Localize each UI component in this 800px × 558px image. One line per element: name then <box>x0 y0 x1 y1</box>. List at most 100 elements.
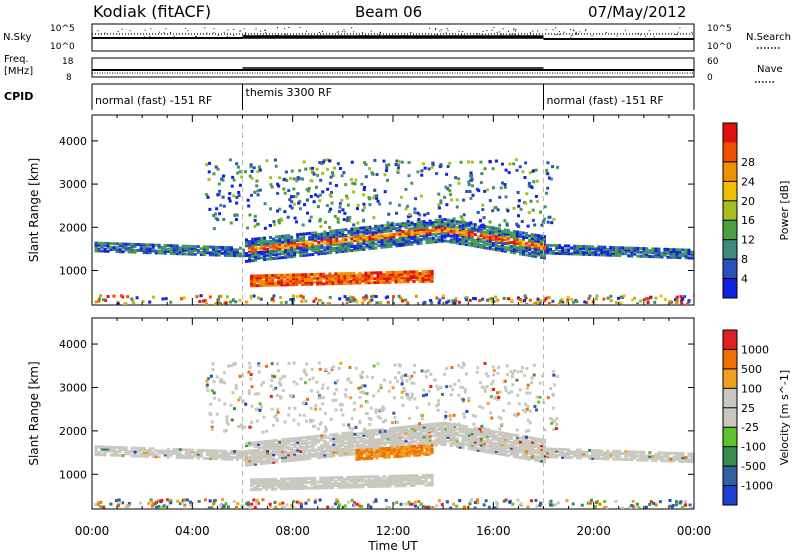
heatmap-cell <box>95 242 98 245</box>
heatmap-cell <box>373 475 376 478</box>
heatmap-cell <box>255 180 258 183</box>
noise-dot <box>473 37 474 38</box>
heatmap-cell <box>257 193 260 196</box>
heatmap-cell <box>489 236 492 239</box>
heatmap-cell <box>271 478 274 481</box>
heatmap-cell <box>341 413 344 416</box>
heatmap-cell <box>302 440 305 443</box>
heatmap-cell <box>522 232 525 235</box>
heatmap-cell <box>236 172 239 175</box>
heatmap-cell <box>414 197 417 200</box>
heatmap-cell <box>245 252 248 255</box>
heatmap-cell <box>320 244 323 247</box>
nave-label: Nave <box>757 64 783 75</box>
heatmap-cell <box>408 161 411 164</box>
heatmap-cell <box>289 177 292 180</box>
heatmap-cell <box>275 443 278 446</box>
heatmap-cell <box>155 453 158 456</box>
heatmap-cell <box>672 452 675 455</box>
heatmap-cell <box>435 438 438 441</box>
heatmap-cell <box>251 441 254 444</box>
heatmap-cell <box>540 460 543 463</box>
heatmap-cell <box>233 456 236 459</box>
heatmap-cell <box>582 451 585 454</box>
heatmap-cell <box>474 427 477 430</box>
heatmap-cell <box>303 160 306 163</box>
heatmap-cell <box>454 176 457 179</box>
heatmap-cell <box>510 441 513 444</box>
heatmap-cell <box>450 442 453 445</box>
heatmap-cell <box>179 246 182 249</box>
noise-dot <box>579 31 580 32</box>
heatmap-cell <box>137 447 140 450</box>
heatmap-cell <box>522 235 525 238</box>
heatmap-cell <box>506 373 509 376</box>
heatmap-cell <box>366 226 369 229</box>
heatmap-cell <box>98 451 101 454</box>
heatmap-cell <box>313 273 316 276</box>
heatmap-cell <box>350 228 353 231</box>
heatmap-cell <box>510 241 513 244</box>
heatmap-cell <box>290 447 293 450</box>
heatmap-cell <box>146 243 149 246</box>
heatmap-cell <box>260 406 263 409</box>
heatmap-cell <box>528 211 531 214</box>
heatmap-cell <box>113 242 116 245</box>
heatmap-cell <box>413 207 416 210</box>
heatmap-cell <box>362 203 365 206</box>
heatmap-cell <box>308 445 311 448</box>
noise-dot <box>322 31 323 32</box>
heatmap-cell <box>265 274 268 277</box>
heatmap-cell <box>311 453 314 456</box>
heatmap-cell <box>559 300 562 303</box>
heatmap-cell <box>445 173 448 176</box>
heatmap-cell <box>660 252 663 255</box>
heatmap-cell <box>477 430 480 433</box>
heatmap-cell <box>329 433 332 436</box>
heatmap-cell <box>256 223 259 226</box>
heatmap-cell <box>507 433 510 436</box>
heatmap-cell <box>268 274 271 277</box>
heatmap-cell <box>507 444 510 447</box>
heatmap-cell <box>486 225 489 228</box>
heatmap-cell <box>218 246 221 249</box>
heatmap-cell <box>269 451 272 454</box>
heatmap-cell <box>521 220 524 223</box>
heatmap-cell <box>257 237 260 240</box>
heatmap-cell <box>492 365 495 368</box>
heatmap-cell <box>493 369 496 372</box>
heatmap-cell <box>251 449 254 452</box>
heatmap-cell <box>506 224 509 227</box>
heatmap-cell <box>485 372 488 375</box>
heatmap-cell <box>143 447 146 450</box>
noise-dot <box>462 31 463 32</box>
heatmap-cell <box>258 409 261 412</box>
heatmap-cell <box>259 402 262 405</box>
heatmap-cell <box>107 446 110 449</box>
heatmap-cell <box>533 373 536 376</box>
heatmap-cell <box>119 446 122 449</box>
heatmap-cell <box>356 432 359 435</box>
heatmap-cell <box>450 393 453 396</box>
heatmap-cell <box>276 408 279 411</box>
heatmap-cell <box>479 161 482 164</box>
heatmap-cell <box>239 450 242 453</box>
heatmap-cell <box>504 242 507 245</box>
heatmap-cell <box>555 454 558 457</box>
heatmap-cell <box>480 181 483 184</box>
noise-dot <box>576 32 577 33</box>
heatmap-cell <box>363 206 366 209</box>
heatmap-cell <box>224 302 227 305</box>
heatmap-cell <box>206 389 209 392</box>
heatmap-cell <box>203 245 206 248</box>
noise-dot <box>492 30 493 31</box>
heatmap-cell <box>429 229 432 232</box>
heatmap-cell <box>535 195 538 198</box>
noise-dot <box>371 31 372 32</box>
heatmap-cell <box>536 180 539 183</box>
heatmap-cell <box>627 450 630 453</box>
cpid-segment-label: normal (fast) -151 RF <box>547 94 664 107</box>
heatmap-cell <box>260 298 263 301</box>
heatmap-cell <box>539 211 542 214</box>
heatmap-cell <box>623 294 626 297</box>
